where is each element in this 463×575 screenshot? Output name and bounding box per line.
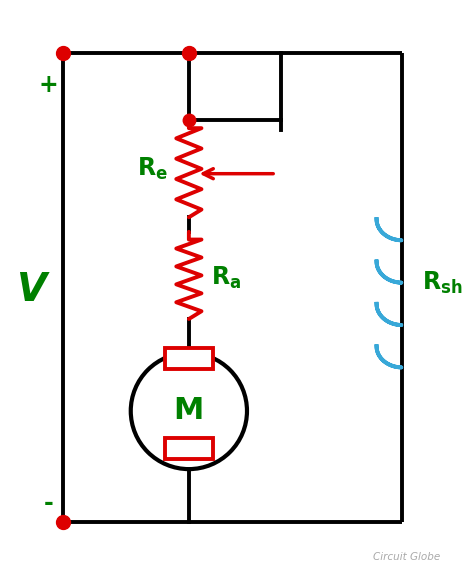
Text: $\mathbf{R_e}$: $\mathbf{R_e}$ (137, 156, 168, 182)
Circle shape (131, 353, 247, 469)
Text: $\mathbf{R_a}$: $\mathbf{R_a}$ (211, 265, 241, 292)
Text: Circuit Globe: Circuit Globe (374, 552, 441, 562)
Bar (165, 438, 213, 459)
Text: V: V (16, 271, 46, 309)
Text: M: M (174, 397, 204, 425)
Bar (165, 348, 213, 369)
Text: $\mathbf{R_{sh}}$: $\mathbf{R_{sh}}$ (422, 270, 463, 296)
Text: -: - (44, 491, 53, 515)
Text: +: + (38, 72, 58, 97)
